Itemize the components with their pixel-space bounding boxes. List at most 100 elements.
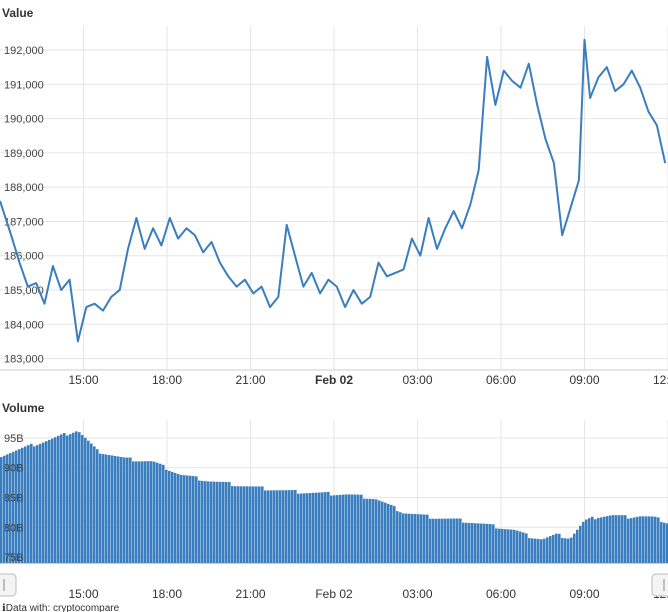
volume-bar[interactable] [528,538,531,563]
volume-bar[interactable] [42,442,45,563]
volume-bar[interactable] [582,521,585,563]
volume-bar[interactable] [222,481,225,563]
volume-bar[interactable] [72,432,75,563]
volume-bar[interactable] [369,498,372,563]
volume-bar[interactable] [177,474,180,563]
volume-bar[interactable] [384,502,387,563]
volume-bar[interactable] [654,516,657,563]
volume-bar[interactable] [51,438,54,563]
volume-bar[interactable] [657,517,660,563]
volume-bar[interactable] [126,457,129,563]
volume-bar[interactable] [249,486,252,563]
volume-bar[interactable] [342,494,345,563]
volume-bar[interactable] [354,494,357,563]
volume-bar[interactable] [426,514,429,563]
volume-bar[interactable] [48,439,51,563]
volume-bar[interactable] [327,491,330,563]
volume-bar[interactable] [447,518,450,563]
volume-bar[interactable] [651,516,654,563]
volume-bar[interactable] [153,461,156,563]
volume-bar[interactable] [504,529,507,563]
volume-bar[interactable] [537,538,540,563]
volume-bar[interactable] [246,486,249,563]
volume-bar[interactable] [285,490,288,563]
volume-bar[interactable] [633,517,636,563]
volume-bar[interactable] [159,463,162,563]
volume-bar[interactable] [441,518,444,563]
volume-bar[interactable] [624,515,627,563]
volume-bar[interactable] [345,494,348,563]
volume-bar[interactable] [93,446,96,563]
volume-bar[interactable] [273,490,276,563]
volume-bar[interactable] [351,494,354,563]
volume-bar[interactable] [540,539,543,563]
volume-bar[interactable] [225,482,228,563]
volume-bar[interactable] [621,515,624,563]
volume-bar[interactable] [561,538,564,563]
volume-bar[interactable] [168,470,171,563]
volume-bar[interactable] [144,461,147,563]
volume-bar[interactable] [252,486,255,563]
volume-bar[interactable] [138,461,141,563]
volume-bar[interactable] [294,489,297,563]
volume-bar[interactable] [468,522,471,563]
volume-bar[interactable] [78,432,81,563]
volume-bar[interactable] [102,454,105,563]
volume-bar[interactable] [147,461,150,563]
volume-bar[interactable] [237,486,240,563]
volume-bar[interactable] [495,528,498,563]
volume-bar[interactable] [387,503,390,563]
volume-bar[interactable] [450,518,453,563]
volume-bar[interactable] [81,435,84,563]
volume-bar[interactable] [315,492,318,563]
volume-bar[interactable] [552,534,555,563]
volume-bar[interactable] [54,437,57,563]
volume-bar[interactable] [588,518,591,563]
volume-bar[interactable] [255,486,258,563]
volume-bar[interactable] [84,437,87,563]
volume-bar[interactable] [15,450,18,563]
volume-bar[interactable] [204,481,207,563]
volume-bar[interactable] [276,490,279,563]
volume-bar[interactable] [216,481,219,563]
volume-bar[interactable] [585,519,588,563]
volume-bar[interactable] [171,471,174,563]
volume-bar[interactable] [186,475,189,563]
volume-bar[interactable] [228,482,231,563]
volume-bar[interactable] [75,431,78,563]
volume-bar[interactable] [462,522,465,563]
volume-bar[interactable] [399,512,402,563]
volume-bar[interactable] [597,517,600,563]
volume-bar[interactable] [642,516,645,563]
volume-bar[interactable] [39,443,42,563]
volume-bar[interactable] [117,456,120,563]
volume-bar[interactable] [435,518,438,563]
volume-bar[interactable] [192,476,195,563]
volume-bar[interactable] [615,515,618,563]
volume-bar[interactable] [333,495,336,563]
volume-bar[interactable] [300,493,303,563]
volume-bar[interactable] [471,523,474,563]
volume-bar[interactable] [660,522,663,563]
volume-bar[interactable] [465,522,468,563]
volume-bar[interactable] [165,469,168,563]
volume-bar[interactable] [543,538,546,563]
volume-bar[interactable] [3,455,6,563]
volume-bar[interactable] [480,523,483,563]
volume-bar[interactable] [234,486,237,563]
volume-bar[interactable] [558,533,561,563]
volume-bar[interactable] [606,516,609,563]
volume-bar[interactable] [60,434,63,563]
volume-bar[interactable] [339,494,342,563]
volume-bar[interactable] [318,492,321,563]
volume-bar[interactable] [546,537,549,563]
volume-bar[interactable] [555,533,558,563]
volume-bar[interactable] [432,518,435,563]
volume-bar[interactable] [90,443,93,563]
volume-bar[interactable] [24,446,27,563]
volume-bar[interactable] [567,538,570,563]
volume-bar[interactable] [195,476,198,563]
volume-bar[interactable] [630,518,633,563]
volume-bar[interactable] [639,516,642,563]
